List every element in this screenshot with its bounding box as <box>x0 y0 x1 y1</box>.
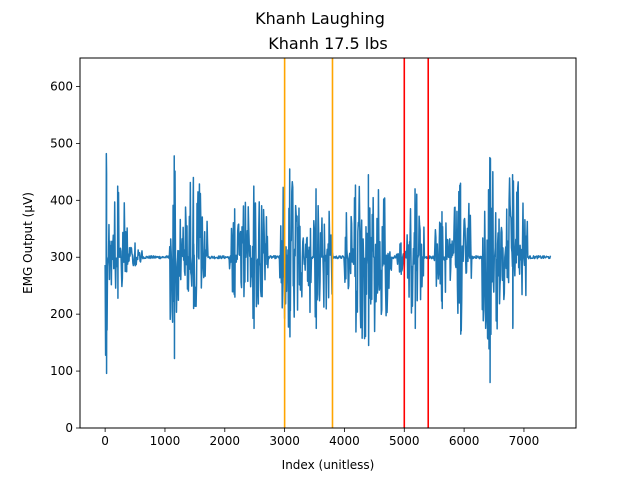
y-tick-label: 600 <box>50 79 73 93</box>
plot-area <box>104 58 552 428</box>
y-tick-label: 500 <box>50 136 73 150</box>
axes-frame <box>79 57 577 429</box>
y-tick-label: 100 <box>50 364 73 378</box>
y-tick-label: 0 <box>65 421 73 435</box>
x-tick-label: 1000 <box>150 434 181 448</box>
x-tick-label: 0 <box>101 434 109 448</box>
x-tick-label: 6000 <box>449 434 480 448</box>
y-axis: 0 100 200 300 400 500 600 <box>50 79 80 435</box>
x-tick-label: 5000 <box>389 434 420 448</box>
x-tick-label: 3000 <box>269 434 300 448</box>
y-tick-label: 200 <box>50 307 73 321</box>
x-tick-label: 7000 <box>509 434 540 448</box>
y-axis-label: EMG Output (μV) <box>21 192 35 294</box>
x-tick-label: 4000 <box>329 434 360 448</box>
emg-signal-line <box>104 152 552 384</box>
figure-suptitle: Khanh Laughing <box>255 9 385 28</box>
y-tick-label: 400 <box>50 193 73 207</box>
x-axis-label: Index (unitless) <box>282 458 375 472</box>
x-axis: 0 1000 2000 3000 4000 5000 6000 7000 <box>101 428 539 448</box>
x-tick-label: 2000 <box>210 434 241 448</box>
chart-title: Khanh 17.5 lbs <box>268 34 387 53</box>
y-tick-label: 300 <box>50 250 73 264</box>
